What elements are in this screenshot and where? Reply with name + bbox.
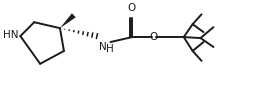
Text: HN: HN	[3, 30, 18, 40]
Text: H: H	[106, 44, 114, 54]
Text: N: N	[99, 42, 106, 52]
Text: O: O	[149, 32, 157, 42]
Polygon shape	[60, 13, 76, 28]
Text: O: O	[127, 3, 135, 13]
